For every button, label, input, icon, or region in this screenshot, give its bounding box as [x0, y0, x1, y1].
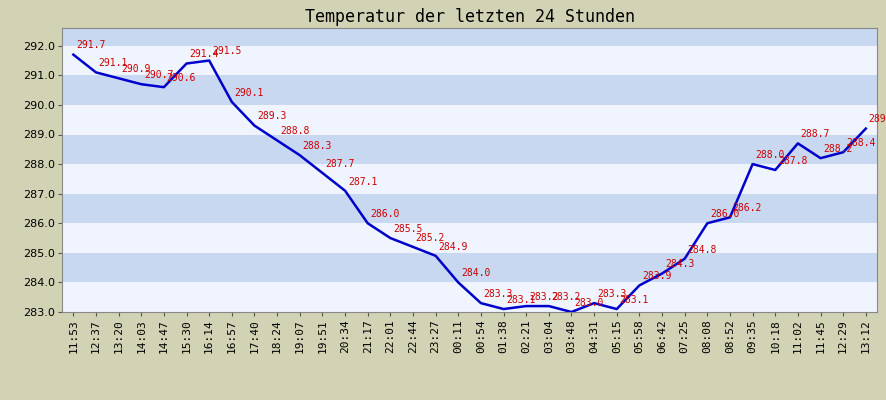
Text: 283.1: 283.1 — [619, 295, 649, 305]
Text: 285.2: 285.2 — [416, 233, 445, 243]
Text: 291.4: 291.4 — [190, 49, 219, 59]
Text: 288.8: 288.8 — [280, 126, 309, 136]
Text: 289.2: 289.2 — [868, 114, 886, 124]
Bar — [62, 253, 877, 282]
Text: 283.2: 283.2 — [529, 292, 558, 302]
Text: 287.1: 287.1 — [348, 176, 377, 186]
Text: 291.7: 291.7 — [76, 40, 105, 50]
Text: 290.7: 290.7 — [144, 70, 174, 80]
Text: 283.9: 283.9 — [642, 271, 672, 281]
Text: 284.3: 284.3 — [664, 259, 695, 269]
Text: 289.3: 289.3 — [257, 112, 287, 122]
Bar — [62, 134, 877, 164]
Bar — [62, 16, 877, 46]
Text: 287.7: 287.7 — [325, 159, 354, 169]
Text: 283.3: 283.3 — [484, 289, 513, 299]
Text: 286.0: 286.0 — [370, 209, 400, 219]
Text: 291.1: 291.1 — [98, 58, 128, 68]
Bar — [62, 75, 877, 105]
Text: 288.0: 288.0 — [756, 150, 785, 160]
Text: 283.1: 283.1 — [506, 295, 536, 305]
Text: 283.2: 283.2 — [552, 292, 581, 302]
Bar — [62, 105, 877, 134]
Text: 286.2: 286.2 — [733, 203, 762, 213]
Bar — [62, 282, 877, 312]
Text: 288.7: 288.7 — [801, 129, 830, 139]
Text: 288.2: 288.2 — [823, 144, 852, 154]
Text: 284.9: 284.9 — [439, 242, 468, 252]
Bar — [62, 223, 877, 253]
Bar — [62, 164, 877, 194]
Title: Temperatur der letzten 24 Stunden: Temperatur der letzten 24 Stunden — [305, 8, 634, 26]
Text: 288.4: 288.4 — [846, 138, 875, 148]
Text: 285.5: 285.5 — [393, 224, 423, 234]
Text: 284.0: 284.0 — [461, 268, 491, 278]
Text: 290.1: 290.1 — [235, 88, 264, 98]
Bar — [62, 46, 877, 75]
Text: 290.9: 290.9 — [121, 64, 151, 74]
Bar — [62, 194, 877, 223]
Text: 286.0: 286.0 — [710, 209, 740, 219]
Text: 284.8: 284.8 — [688, 244, 717, 254]
Text: 283.0: 283.0 — [574, 298, 603, 308]
Text: 290.6: 290.6 — [167, 73, 196, 83]
Text: 288.3: 288.3 — [302, 141, 332, 151]
Text: 291.5: 291.5 — [212, 46, 241, 56]
Text: 287.8: 287.8 — [778, 156, 807, 166]
Text: 283.3: 283.3 — [597, 289, 626, 299]
